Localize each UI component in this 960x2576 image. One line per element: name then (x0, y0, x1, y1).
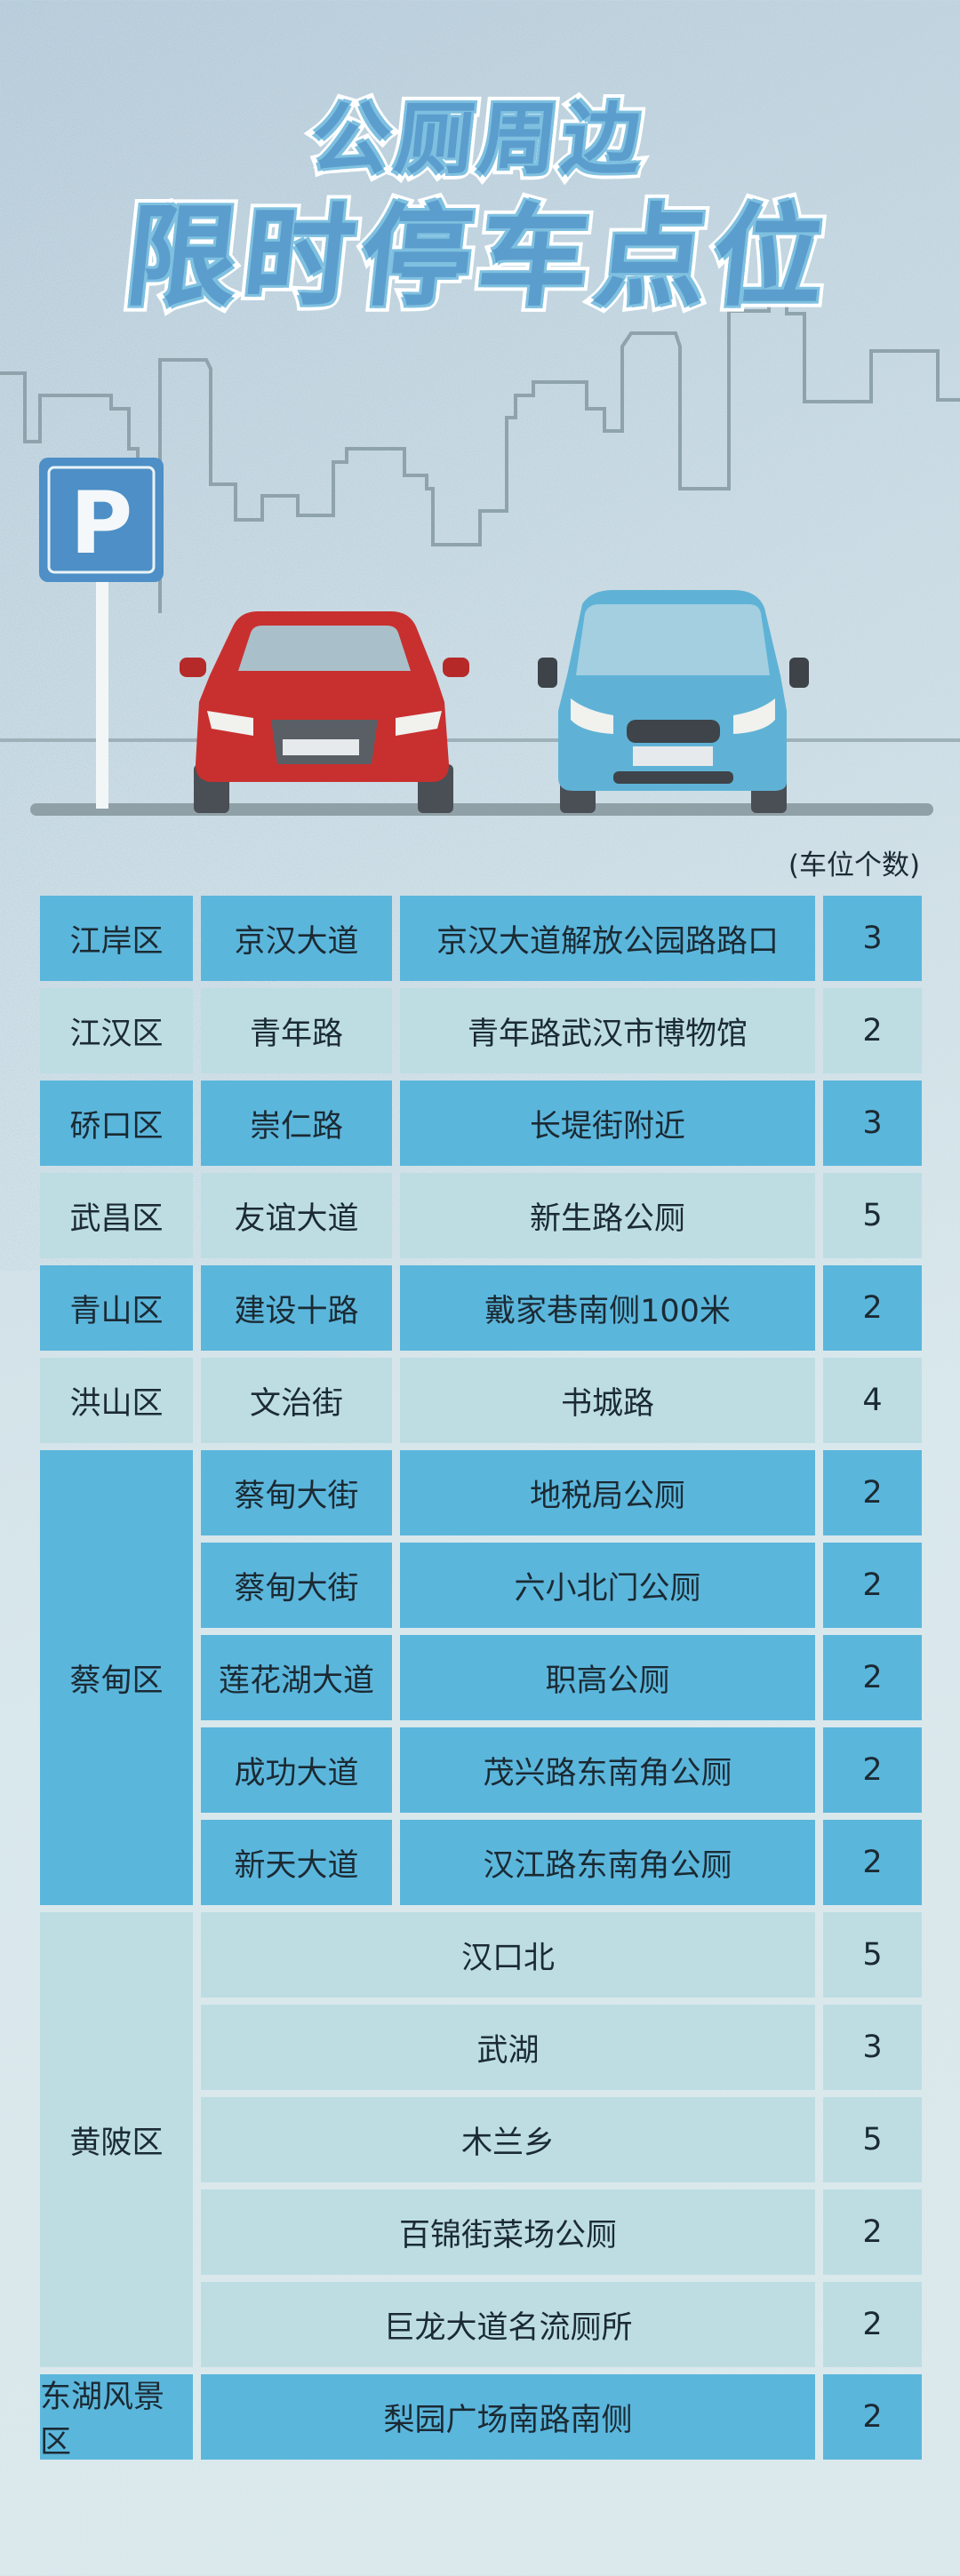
count-cell: 2 (823, 1635, 922, 1720)
location-cell: 戴家巷南侧100米 (400, 1265, 815, 1351)
road-cell: 友谊大道 (201, 1173, 392, 1258)
location-cell: 六小北门公厕 (400, 1543, 815, 1628)
district-cell: 青山区 (40, 1265, 193, 1351)
district-cell: 黄陂区 (40, 1912, 193, 2367)
location-cell: 汉口北 (201, 1912, 815, 1998)
location-cell: 梨园广场南路南侧 (201, 2374, 815, 2460)
road-cell: 青年路 (201, 988, 392, 1073)
count-cell: 2 (823, 1543, 922, 1628)
count-cell: 3 (823, 1081, 922, 1166)
district-cell: 东湖风景区 (40, 2374, 193, 2460)
title-line-2: 限时停车点位 (114, 187, 844, 328)
road-cell: 建设十路 (201, 1265, 392, 1351)
district-cell: 武昌区 (40, 1173, 193, 1258)
location-cell: 茂兴路东南角公厕 (400, 1727, 815, 1813)
location-cell: 汉江路东南角公厕 (400, 1820, 815, 1905)
road-cell: 新天大道 (201, 1820, 392, 1905)
road-cell: 莲花湖大道 (201, 1635, 392, 1720)
location-cell: 京汉大道解放公园路路口 (400, 896, 815, 981)
count-cell: 3 (823, 896, 922, 981)
parking-letter: P (70, 474, 132, 573)
location-cell: 百锦街菜场公厕 (201, 2189, 815, 2275)
location-cell: 木兰乡 (201, 2097, 815, 2182)
road-cell: 崇仁路 (201, 1081, 392, 1166)
street-scene: P (0, 296, 960, 816)
count-cell: 2 (823, 2189, 922, 2275)
unit-note: (车位个数) (788, 849, 921, 881)
location-cell: 新生路公厕 (400, 1173, 815, 1258)
parking-table: 江岸区 京汉大道 京汉大道解放公园路路口 3 江汉区 青年路 青年路武汉市博物馆 2 硚口区 崇仁… (40, 896, 922, 2552)
location-cell: 职高公厕 (400, 1635, 815, 1720)
location-cell: 书城路 (400, 1358, 815, 1443)
count-cell: 2 (823, 988, 922, 1073)
location-cell: 巨龙大道名流厕所 (201, 2282, 815, 2367)
road-cell: 蔡甸大街 (201, 1543, 392, 1628)
district-cell: 江岸区 (40, 896, 193, 981)
count-cell: 3 (823, 2005, 922, 2090)
red-car-icon (180, 611, 469, 813)
location-cell: 地税局公厕 (400, 1450, 815, 1535)
blue-car-icon (538, 590, 809, 813)
road-cell: 京汉大道 (201, 896, 392, 981)
parking-sign: P (39, 458, 164, 809)
count-cell: 4 (823, 1358, 922, 1443)
count-cell: 2 (823, 1820, 922, 1905)
count-cell: 2 (823, 1265, 922, 1351)
district-cell: 洪山区 (40, 1358, 193, 1443)
district-cell: 蔡甸区 (40, 1450, 193, 1905)
district-cell: 硚口区 (40, 1081, 193, 1166)
road-cell: 文治街 (201, 1358, 392, 1443)
count-cell: 2 (823, 1450, 922, 1535)
count-cell: 2 (823, 2374, 922, 2460)
count-cell: 5 (823, 2097, 922, 2182)
city-skyline (0, 296, 960, 613)
count-cell: 2 (823, 1727, 922, 1813)
count-cell: 5 (823, 1173, 922, 1258)
road-cell: 成功大道 (201, 1727, 392, 1813)
location-cell: 武湖 (201, 2005, 815, 2090)
count-cell: 2 (823, 2282, 922, 2367)
count-cell: 5 (823, 1912, 922, 1998)
location-cell: 长堤街附近 (400, 1081, 815, 1166)
road-cell: 蔡甸大街 (201, 1450, 392, 1535)
location-cell: 青年路武汉市博物馆 (400, 988, 815, 1073)
district-cell: 江汉区 (40, 988, 193, 1073)
curb (30, 803, 933, 816)
